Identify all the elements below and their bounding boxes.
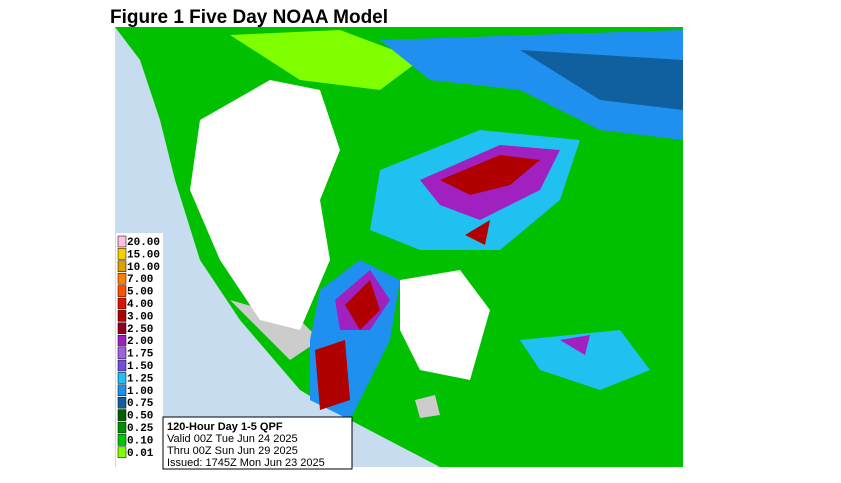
rain-gulf-heavy [560, 335, 590, 355]
legend-swatch [117, 409, 127, 421]
legend-swatch [117, 235, 127, 248]
legend-label: 0.25 [127, 423, 154, 435]
legend-label: 15.00 [127, 249, 160, 261]
legend-label: 1.00 [127, 386, 153, 398]
legend-swatch [117, 359, 127, 372]
info-issued: Issued: 1745Z Mon Jun 23 2025 [167, 457, 325, 469]
legend-swatch [117, 260, 127, 273]
legend-swatch [117, 396, 127, 409]
info-heading: 120-Hour Day 1-5 QPF [167, 421, 283, 433]
rain-plains-max-2 [465, 220, 490, 245]
rain-sw-max [345, 280, 380, 330]
legend-label: 2.00 [127, 336, 153, 348]
legend-swatch [117, 446, 127, 459]
info-box: 120-Hour Day 1-5 QPF Valid 00Z Tue Jun 2… [162, 416, 353, 470]
legend-label: 4.00 [127, 299, 153, 311]
legend-label: 7.00 [127, 274, 153, 286]
dry-patch [415, 395, 440, 418]
legend-label: 0.01 [127, 448, 154, 460]
legend-swatch [117, 248, 127, 260]
legend-label: 1.50 [127, 361, 153, 373]
rain-north-heavy [520, 50, 683, 110]
legend: 20.0015.0010.007.005.004.003.002.502.001… [116, 233, 163, 467]
legend-label: 20.00 [127, 237, 160, 249]
legend-swatch [117, 372, 127, 384]
legend-label: 10.00 [127, 262, 160, 274]
legend-swatch [117, 310, 127, 322]
legend-swatch [117, 272, 127, 285]
legend-label: 0.10 [127, 435, 153, 447]
dry-west [190, 80, 340, 330]
legend-swatch [117, 334, 127, 347]
info-frame [162, 416, 353, 470]
light-rain-north [230, 30, 420, 90]
legend-swatch [117, 322, 127, 335]
info-thru: Thru 00Z Sun Jun 29 2025 [167, 445, 298, 457]
legend-label: 1.25 [127, 373, 154, 385]
rain-gulf [520, 330, 650, 390]
figure-title: Figure 1 Five Day NOAA Model [110, 7, 388, 28]
legend-swatch [117, 285, 127, 297]
legend-swatch [117, 434, 127, 446]
map [115, 27, 683, 467]
mexico-land [230, 300, 320, 360]
legend-label: 0.75 [127, 398, 154, 410]
legend-label: 5.00 [127, 287, 153, 299]
rain-mx-max [315, 340, 350, 410]
legend-swatch [117, 384, 127, 397]
legend-label: 3.00 [127, 311, 153, 323]
legend-label: 2.50 [127, 324, 153, 336]
legend-swatch [117, 421, 127, 434]
legend-swatch [117, 347, 127, 359]
legend-label: 0.50 [127, 411, 153, 423]
legend-swatch [117, 297, 127, 310]
info-valid: Valid 00Z Tue Jun 24 2025 [167, 433, 298, 445]
rain-plains-max [440, 155, 540, 195]
legend-label: 1.75 [127, 349, 154, 361]
dry-texas [400, 270, 490, 380]
